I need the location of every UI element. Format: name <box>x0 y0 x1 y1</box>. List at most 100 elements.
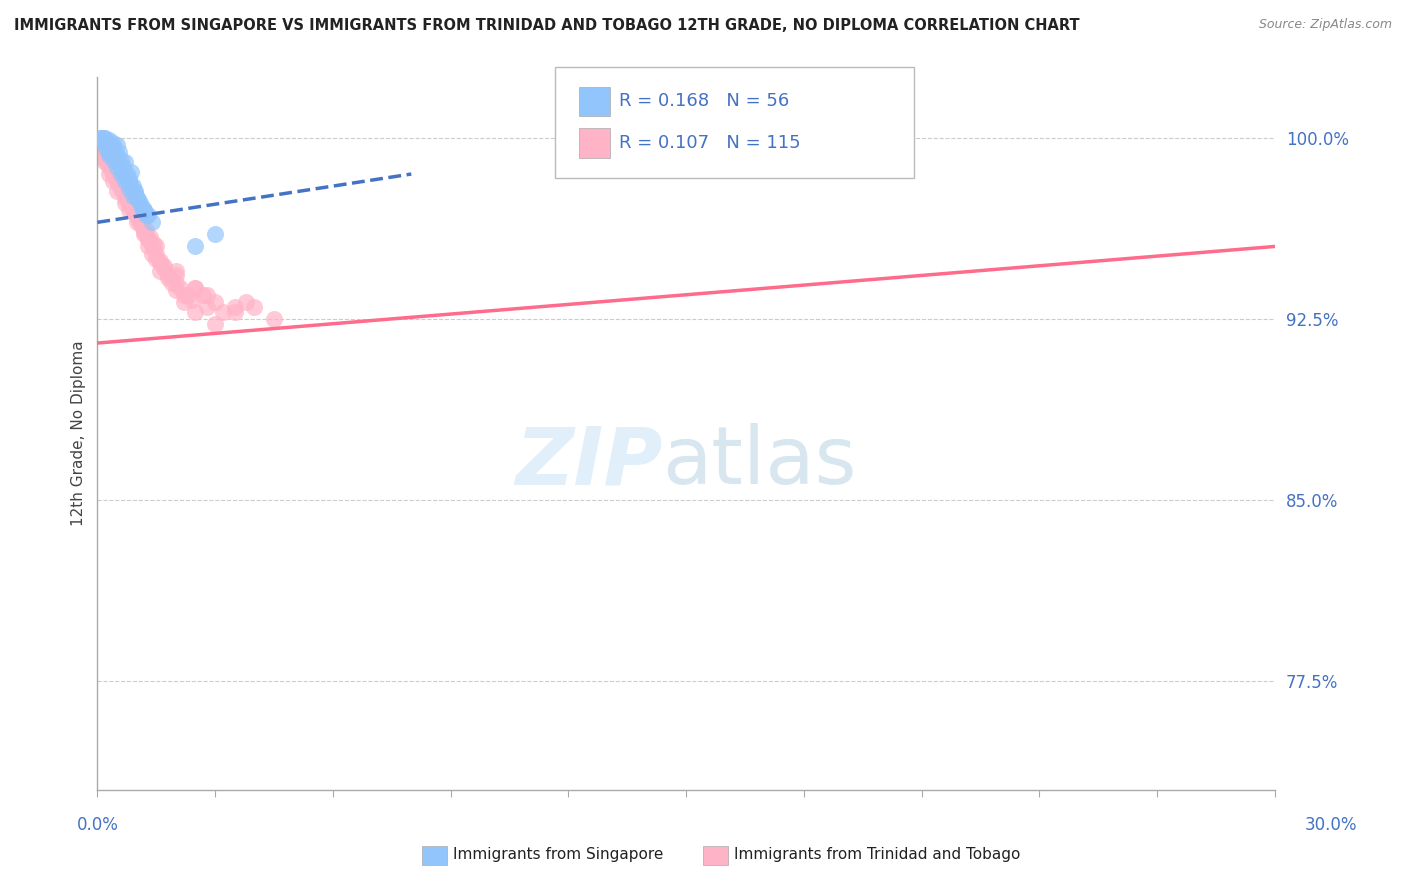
Point <box>105 160 128 174</box>
Point <box>101 136 124 150</box>
Point <box>96 136 118 150</box>
Point <box>143 237 166 252</box>
Point <box>153 259 176 273</box>
Point <box>141 246 163 260</box>
Point <box>91 138 114 153</box>
Point <box>110 167 132 181</box>
Point <box>111 164 134 178</box>
Y-axis label: 12th Grade, No Diploma: 12th Grade, No Diploma <box>72 341 86 526</box>
Point <box>94 153 117 167</box>
Point <box>104 150 127 164</box>
Point <box>115 181 138 195</box>
Point <box>128 208 150 222</box>
Point <box>111 172 134 186</box>
Point <box>118 203 141 218</box>
Point <box>243 300 266 314</box>
Point <box>89 136 111 150</box>
Point <box>104 169 127 184</box>
Point <box>129 215 152 229</box>
Point <box>149 263 172 277</box>
Point <box>173 295 195 310</box>
Point <box>131 215 153 229</box>
Point <box>149 256 172 270</box>
Point <box>124 184 146 198</box>
Point <box>165 276 187 290</box>
Text: R = 0.168   N = 56: R = 0.168 N = 56 <box>619 92 789 110</box>
Point <box>90 130 112 145</box>
Point <box>110 153 132 167</box>
Point <box>111 160 134 174</box>
Point <box>118 174 141 188</box>
Point <box>139 229 162 244</box>
Point <box>100 162 122 177</box>
Point <box>90 130 112 145</box>
Point <box>110 167 132 181</box>
Point <box>115 172 138 186</box>
Text: 0.0%: 0.0% <box>77 816 120 834</box>
Point <box>98 133 121 147</box>
Point <box>224 300 246 314</box>
Point <box>145 246 167 260</box>
Point <box>105 174 128 188</box>
Point <box>96 155 118 169</box>
Point <box>104 153 127 167</box>
Point <box>101 167 124 181</box>
Point <box>114 196 136 211</box>
Point <box>134 203 156 218</box>
Text: Source: ZipAtlas.com: Source: ZipAtlas.com <box>1258 18 1392 31</box>
Point <box>101 164 124 178</box>
Point <box>195 300 218 314</box>
Point <box>108 177 131 191</box>
Point <box>141 239 163 253</box>
Point <box>100 143 122 157</box>
Point <box>118 198 141 212</box>
Text: IMMIGRANTS FROM SINGAPORE VS IMMIGRANTS FROM TRINIDAD AND TOBAGO 12TH GRADE, NO : IMMIGRANTS FROM SINGAPORE VS IMMIGRANTS … <box>14 18 1080 33</box>
Point <box>90 145 112 160</box>
Point <box>118 186 141 201</box>
Point <box>101 140 124 154</box>
Point <box>121 196 143 211</box>
Point <box>105 172 128 186</box>
Point <box>115 186 138 201</box>
Point <box>98 160 121 174</box>
Point <box>118 172 141 186</box>
Text: 30.0%: 30.0% <box>1305 816 1357 834</box>
Point <box>91 130 114 145</box>
Point <box>91 130 114 145</box>
Point <box>91 143 114 157</box>
Point <box>114 174 136 188</box>
Point <box>101 174 124 188</box>
Point <box>184 280 207 294</box>
Text: Immigrants from Trinidad and Tobago: Immigrants from Trinidad and Tobago <box>734 847 1021 862</box>
Point <box>101 153 124 167</box>
Point <box>176 287 198 301</box>
Point <box>115 191 138 205</box>
Point <box>165 263 187 277</box>
Point <box>94 143 117 157</box>
Point <box>111 179 134 194</box>
Point <box>125 205 148 219</box>
Point <box>121 184 143 198</box>
Point <box>110 181 132 195</box>
Point <box>224 304 246 318</box>
Point <box>118 181 141 195</box>
Point <box>96 143 118 157</box>
Point <box>105 147 128 161</box>
Point <box>98 157 121 171</box>
Point <box>94 155 117 169</box>
Point <box>204 227 226 242</box>
Point <box>235 295 257 310</box>
Point <box>98 147 121 161</box>
Point <box>114 155 136 169</box>
Point <box>165 283 187 297</box>
Point <box>129 218 152 232</box>
Point <box>108 145 131 160</box>
Point <box>111 184 134 198</box>
Point <box>94 138 117 153</box>
Point <box>94 130 117 145</box>
Point <box>180 293 202 307</box>
Point <box>165 268 187 283</box>
Point <box>128 194 150 208</box>
Point <box>184 304 207 318</box>
Text: atlas: atlas <box>662 423 856 501</box>
